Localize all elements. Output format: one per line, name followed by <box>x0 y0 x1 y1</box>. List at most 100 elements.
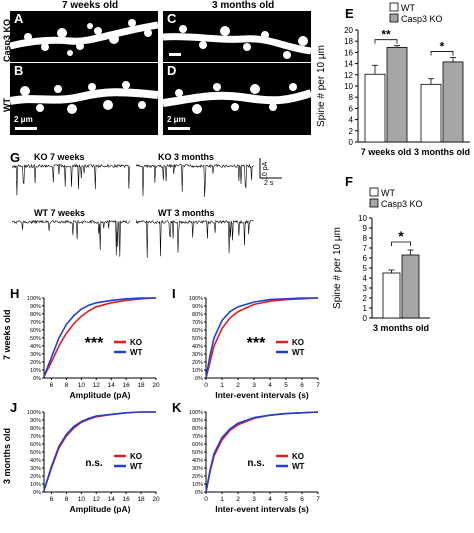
y-tick-label: 50% <box>30 450 41 456</box>
micrograph-letter-a: A <box>14 11 24 26</box>
bar-wt <box>382 272 401 319</box>
micrograph-letter-d: D <box>167 63 177 78</box>
cdf-line-wt <box>43 411 156 491</box>
x-tick-label: 10 <box>78 496 86 503</box>
bar-casp3-ko <box>401 254 420 319</box>
panel-letter-k: K <box>172 400 182 415</box>
x-tick-label: 5 <box>284 382 288 389</box>
y-tick-label: 90% <box>30 418 41 424</box>
micrograph-letter-c: C <box>167 11 177 26</box>
x-axis-label: Amplitude (pA) <box>70 390 131 400</box>
legend-label-wt: WT <box>292 462 305 471</box>
y-tick-label: 60% <box>192 328 203 334</box>
y-tick-label: 20 <box>344 26 353 35</box>
bar-wt <box>364 73 386 143</box>
y-tick-label: 40% <box>192 458 203 464</box>
x-tick-label: 16 <box>123 382 131 389</box>
y-tick-label: 100% <box>27 296 41 302</box>
legend-label-1: Casp3 KO <box>381 199 423 209</box>
scale-bar-d <box>168 127 190 130</box>
legend-label-0: WT <box>401 3 415 13</box>
panel-letter-e: E <box>345 6 354 21</box>
x-axis-label: Inter-event intervals (s) <box>215 390 309 400</box>
legend-swatch-0 <box>369 187 379 197</box>
y-tick-label: 30% <box>192 352 203 358</box>
x-tick-label: 7 <box>316 382 320 389</box>
y-tick-label: 70% <box>192 434 203 440</box>
y-tick-label: 7 <box>363 244 368 253</box>
y-tick-label: 2 <box>363 294 368 303</box>
y-tick-label: 20% <box>30 360 41 366</box>
significance-label: * <box>440 39 445 53</box>
y-tick-label: 60% <box>30 442 41 448</box>
cdf-line-ko <box>43 297 157 377</box>
bar-casp3-ko <box>386 46 408 143</box>
y-tick-label: 4 <box>363 274 368 283</box>
x-tick-label: 18 <box>137 496 145 503</box>
bar-casp3-ko <box>442 61 464 143</box>
header-7-weeks: 7 weeks old <box>62 0 119 11</box>
x-tick-label: 16 <box>123 496 131 503</box>
trace-title-wt-7w: WT 7 weeks <box>34 208 86 218</box>
y-tick-label: 5 <box>363 264 368 273</box>
x-tick-label: 6 <box>300 382 304 389</box>
legend-label-1: Casp3 KO <box>401 14 443 24</box>
x-tick-label: 6 <box>50 382 54 389</box>
category-label: 7 weeks old <box>361 147 412 157</box>
y-tick-label: 14 <box>344 60 353 69</box>
trace-wt-7w <box>12 219 130 257</box>
cdf-line-wt <box>205 297 318 379</box>
legend-label-wt: WT <box>130 348 143 357</box>
y-tick-label: 8 <box>349 93 354 102</box>
trace-scale-y: 10 pA <box>262 161 269 180</box>
y-tick-label: 30% <box>30 352 41 358</box>
significance-label: * <box>398 228 404 244</box>
y-tick-label: 0 <box>363 314 368 323</box>
micrograph-d: D 2 μm <box>163 63 311 135</box>
significance-bracket <box>430 51 454 56</box>
x-tick-label: 2 <box>236 382 240 389</box>
y-tick-label: 90% <box>192 418 203 424</box>
significance-annotation: *** <box>85 335 104 352</box>
y-tick-label: 6 <box>363 254 368 263</box>
y-tick-label: 90% <box>30 304 41 310</box>
trace-ko-7w <box>12 163 130 196</box>
y-tick-label: 100% <box>27 410 41 416</box>
y-tick-label: 40% <box>30 344 41 350</box>
x-tick-label: 5 <box>284 496 288 503</box>
x-tick-label: 6 <box>50 496 54 503</box>
x-tick-label: 0 <box>204 382 208 389</box>
y-tick-label: 70% <box>30 320 41 326</box>
y-tick-label: 9 <box>363 224 368 233</box>
panel-letter-f: F <box>345 174 353 189</box>
cdf-row-label-3m: 3 months old <box>2 428 12 484</box>
y-tick-label: 90% <box>192 304 203 310</box>
legend-swatch-0 <box>389 2 399 12</box>
x-axis-label: Amplitude (pA) <box>70 504 131 514</box>
micrograph-b: B 2 μm <box>10 63 158 135</box>
x-tick-label: 1 <box>220 496 224 503</box>
y-tick-label: 10% <box>192 482 203 488</box>
trace-scale-bar <box>259 158 282 179</box>
y-tick-label: 30% <box>30 466 41 472</box>
y-tick-label: 40% <box>192 344 203 350</box>
y-tick-label: 0% <box>195 490 203 496</box>
y-tick-label: 50% <box>192 450 203 456</box>
y-tick-label: 20% <box>30 474 41 480</box>
x-tick-label: 2 <box>236 496 240 503</box>
legend-swatch-1 <box>389 13 399 23</box>
cdf-line-wt <box>205 411 319 493</box>
y-tick-label: 10% <box>30 368 41 374</box>
y-tick-label: 18 <box>344 37 353 46</box>
x-tick-label: 1 <box>220 382 224 389</box>
x-tick-label: 3 <box>252 382 256 389</box>
x-tick-label: 0 <box>204 496 208 503</box>
current-trace <box>136 163 254 197</box>
trace-scale-x: 2 s <box>264 180 274 187</box>
y-tick-label: 3 <box>363 284 368 293</box>
micrograph-letter-b: B <box>14 63 24 78</box>
y-tick-label: 80% <box>192 312 203 318</box>
x-tick-label: 18 <box>137 382 145 389</box>
y-tick-label: 8 <box>363 234 368 243</box>
